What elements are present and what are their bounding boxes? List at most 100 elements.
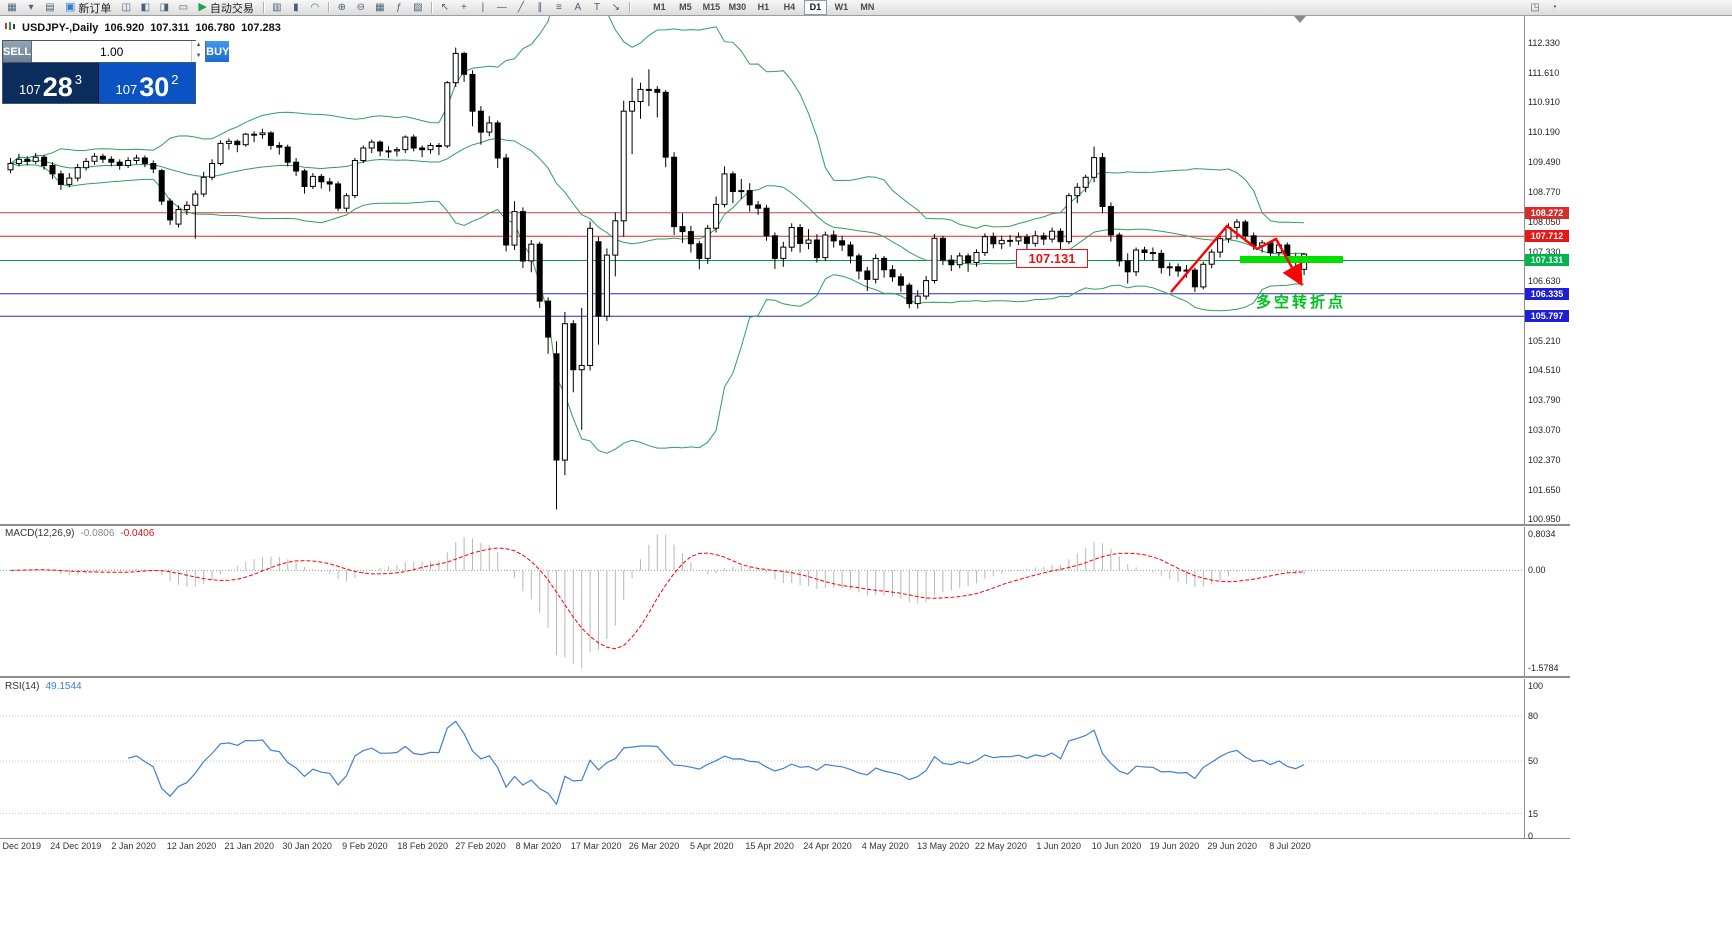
macd-signal-line [10, 547, 1305, 650]
panel-separator[interactable] [0, 838, 1570, 840]
trendline-icon: ╱ [517, 1, 524, 13]
text-label-icon[interactable]: T [588, 1, 606, 14]
price-tick: 103.070 [1528, 425, 1561, 436]
volume-input[interactable] [32, 41, 192, 62]
data-window-icon: ◧ [140, 1, 151, 13]
new-order-button: ▣ [65, 1, 76, 13]
timeframe-h4-button[interactable]: H4 [783, 2, 796, 12]
bar-chart-icon: ▥ [272, 1, 282, 13]
date-label: 24 Apr 2020 [803, 841, 852, 851]
zoom-out-icon[interactable]: ⊖ [352, 1, 370, 14]
candle-body [687, 231, 694, 245]
autotrading-button-label: 自动交易 [209, 2, 254, 15]
volume-down-icon[interactable]: ▼ [195, 52, 202, 59]
templates-icon[interactable]: ▨ [409, 1, 427, 14]
timeframe-mn-button[interactable]: MN [860, 2, 875, 12]
ask-pips: 30 [139, 72, 170, 102]
price-chart[interactable] [0, 16, 1524, 524]
timeframe-m30-button[interactable]: M30 [728, 2, 747, 12]
candle-body [839, 240, 846, 246]
candle-body [183, 204, 190, 211]
ask-price-display[interactable]: 107 30 2 [99, 63, 195, 103]
terminal-icon: ▭ [178, 1, 189, 13]
navigator-icon[interactable]: ◨ [155, 1, 173, 14]
chart-shift-marker[interactable] [1294, 16, 1306, 23]
grid-icon[interactable]: ▦ [371, 1, 389, 14]
timeframe-h1-button[interactable]: H1 [757, 2, 770, 12]
trendline-icon[interactable]: ╱ [512, 1, 530, 14]
arrows-icon[interactable]: ↘ [607, 1, 625, 14]
candle-body [335, 183, 342, 209]
market-watch-icon: ◫ [121, 1, 132, 13]
candle-body [116, 161, 123, 166]
vertical-line-icon[interactable]: | [474, 1, 492, 14]
candle-body [561, 323, 568, 461]
autotrading-button[interactable]: ▶ 自动交易 [193, 1, 258, 15]
price-tick: 103.790 [1528, 395, 1561, 406]
terminal-icon[interactable]: ▭ [174, 1, 192, 14]
candle-body [864, 270, 871, 280]
fibonacci-icon[interactable]: ≡ [550, 1, 568, 14]
panel-separator[interactable] [0, 676, 1570, 679]
timeframe-m15-button[interactable]: M15 [702, 2, 721, 12]
data-window-icon[interactable]: ◧ [136, 1, 154, 14]
candle-body [906, 284, 913, 305]
candle-body [1158, 252, 1165, 269]
date-label: 21 Jan 2020 [224, 841, 275, 851]
candle-body [1116, 234, 1123, 262]
zoom-in-icon[interactable]: ⊕ [333, 1, 351, 14]
cursor-icon[interactable]: ↖ [436, 1, 454, 14]
volume-stepper[interactable]: ▲ ▼ [191, 41, 205, 62]
crosshair-icon[interactable]: + [455, 1, 473, 14]
toolbar: ▦ ▾ ▤ ▣ 新订单 ◫ ◧ ◨ ▭ ▶ 自动交易 ▥ ▮ ◠ ⊕ ⊖ ▦ ƒ ▨ ↖ + | — ╱ ∥ ≡ A T ↘ M1 M5 M1… [0, 0, 1732, 16]
macd-panel-chart[interactable] [0, 526, 1524, 676]
fibonacci-icon: ≡ [555, 1, 562, 13]
help-icon[interactable]: ◔ [1545, 1, 1563, 14]
candle-body [192, 193, 199, 206]
text-icon[interactable]: A [569, 1, 587, 14]
volume-up-icon[interactable]: ▲ [195, 42, 202, 48]
buy-button[interactable]: BUY [205, 41, 230, 62]
text-label-icon: T [593, 1, 600, 13]
candle-body [83, 160, 90, 169]
chart-info-line: USDJPY-,Daily 106.920 107.311 106.780 10… [4, 21, 281, 34]
bar-chart-icon[interactable]: ▥ [268, 1, 286, 14]
horizontal-line-icon[interactable]: — [493, 1, 511, 14]
panel-separator[interactable] [0, 524, 1570, 527]
sell-button[interactable]: SELL [3, 41, 33, 62]
channel-icon[interactable]: ∥ [531, 1, 549, 14]
new-chart-icon[interactable]: ▦ [3, 1, 21, 14]
candle-body [284, 146, 291, 163]
candle-body [486, 122, 493, 133]
timeframe-m5-button[interactable]: M5 [679, 2, 692, 12]
time-axis[interactable]: 5 Dec 2019 24 Dec 2019 2 Jan 2020 12 Jan 20… [0, 841, 1570, 853]
indicators-icon[interactable]: ƒ [390, 1, 408, 14]
timeframe-m1-button[interactable]: M1 [653, 2, 666, 12]
candle-body [242, 133, 249, 146]
reversal-zigzag-arrow[interactable] [1170, 224, 1303, 293]
candle-body [536, 243, 543, 302]
new-chart-dropdown-icon[interactable]: ▾ [22, 1, 40, 14]
candle-body [1267, 242, 1274, 253]
candle-body [948, 259, 955, 266]
candle-body [822, 234, 829, 259]
profiles-icon[interactable]: ▤ [41, 1, 59, 14]
date-label: 5 Apr 2020 [690, 841, 734, 851]
indicator-scale-label: 80 [1528, 711, 1539, 721]
window-tile-icon[interactable]: ◳ [1526, 1, 1544, 14]
candlestick-chart-icon[interactable]: ▮ [287, 1, 305, 14]
line-chart-icon[interactable]: ◠ [306, 1, 324, 14]
timeframe-d1-button[interactable]: D1 [803, 0, 827, 15]
support-highlight-bar[interactable] [1240, 256, 1343, 263]
new-order-button[interactable]: ▣ 新订单 [60, 1, 116, 15]
rsi-panel-chart[interactable] [0, 680, 1524, 838]
rsi-value: 49.1544 [45, 681, 82, 692]
bid-price-display[interactable]: 107 28 3 [3, 63, 99, 103]
price-annotation-box[interactable]: 107.131 [1016, 249, 1088, 268]
date-label: 24 Dec 2019 [50, 841, 102, 851]
reversal-note-text[interactable]: 多空转折点 [1256, 294, 1347, 311]
bid-pips: 28 [42, 72, 73, 102]
autotrading-button: ▶ [198, 1, 207, 13]
timeframe-w1-button[interactable]: W1 [834, 2, 849, 12]
market-watch-icon[interactable]: ◫ [117, 1, 135, 14]
